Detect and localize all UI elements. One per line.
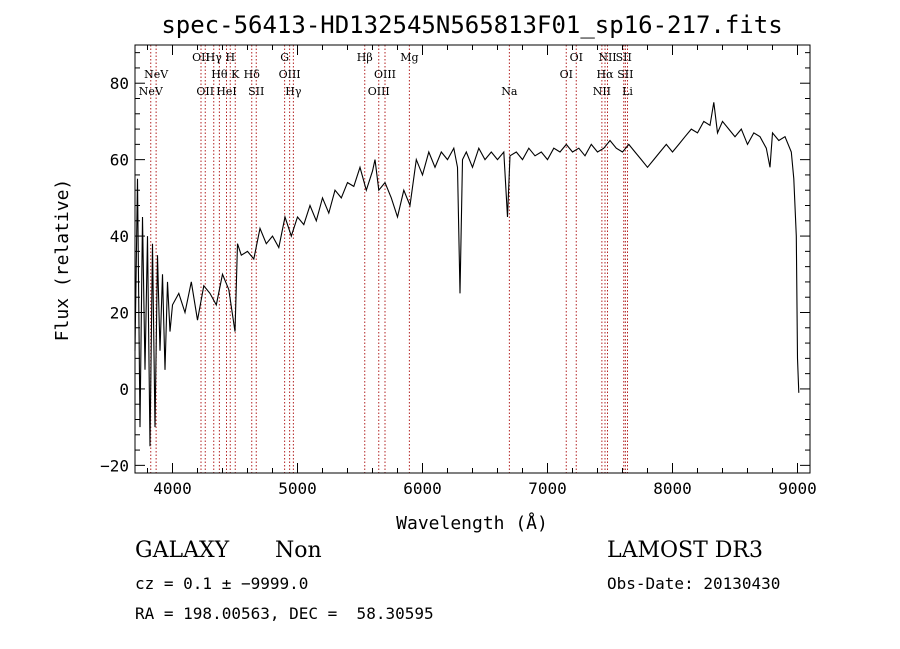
survey-name: LAMOST DR3 [607, 538, 763, 563]
marker-label: NII [598, 51, 616, 64]
marker-label: NeV [139, 85, 164, 98]
y-tick-label: 20 [110, 304, 129, 323]
object-subclass: Non [275, 538, 322, 563]
observation-date: Obs-Date: 20130430 [607, 574, 781, 593]
marker-label: Hδ [244, 68, 261, 81]
x-tick-label: 9000 [778, 479, 817, 498]
marker-label: HeI [216, 85, 236, 98]
marker-label: SII [616, 51, 632, 64]
x-axis-label: Wavelength (Å) [396, 512, 548, 534]
marker-label: G [280, 51, 289, 64]
object-class: GALAXY [135, 538, 230, 563]
marker-label: NII [593, 85, 611, 98]
chart-title: spec-56413-HD132545N565813F01_sp16-217.f… [161, 11, 782, 39]
y-axis-label: Flux (relative) [52, 179, 73, 342]
x-tick-label: 8000 [653, 479, 692, 498]
marker-label: Hγ [206, 51, 223, 64]
marker-label: SII [617, 68, 633, 81]
y-axis-ticks: −20 0 20 40 60 80 [100, 52, 810, 475]
marker-label: Li [622, 85, 633, 98]
marker-label: SII [248, 85, 264, 98]
marker-label: Na [501, 85, 518, 98]
y-tick-label: 0 [119, 380, 129, 399]
plot-frame [134, 44, 811, 474]
x-tick-label: 5000 [278, 479, 317, 498]
marker-label: OIII [374, 68, 396, 81]
x-tick-label: 7000 [528, 479, 567, 498]
marker-label: H [225, 51, 235, 64]
y-tick-label: 60 [110, 151, 129, 170]
emission-line-markers [150, 45, 628, 473]
y-tick-label: 40 [110, 227, 129, 246]
marker-label: OIII [279, 68, 301, 81]
marker-label: OII [192, 51, 210, 64]
marker-label: K [231, 68, 240, 81]
spectrum-line [134, 102, 800, 447]
x-axis-ticks: 4000 5000 6000 7000 8000 9000 [147, 45, 817, 498]
x-tick-label: 6000 [403, 479, 442, 498]
marker-label: OI [570, 51, 583, 64]
marker-label: NeV [144, 68, 169, 81]
y-tick-label: 80 [110, 74, 129, 93]
marker-label: Hα [596, 68, 614, 81]
marker-label: OII [196, 85, 214, 98]
marker-label: OIII [368, 85, 390, 98]
marker-label: Hβ [357, 51, 373, 64]
redshift-line: cz = 0.1 ± −9999.0 [135, 574, 309, 593]
marker-label: Hγ [285, 85, 302, 98]
marker-label: Mg [400, 51, 418, 64]
marker-label: Hθ [211, 68, 228, 81]
coordinates-line: RA = 198.00563, DEC = 58.30595 [135, 604, 434, 623]
marker-label: OI [560, 68, 573, 81]
x-tick-label: 4000 [153, 479, 192, 498]
y-tick-label: −20 [100, 456, 129, 475]
